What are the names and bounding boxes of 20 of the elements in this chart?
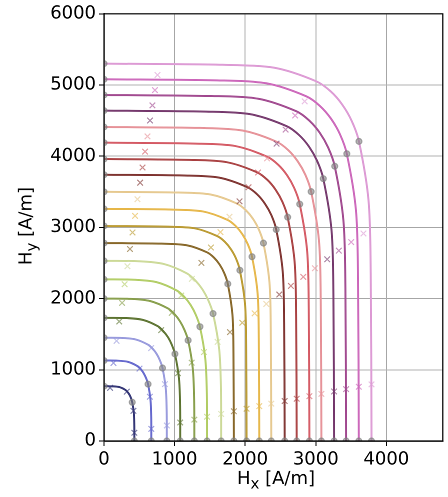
y-tick-label: 5000 xyxy=(50,74,96,95)
point xyxy=(123,388,130,396)
point xyxy=(130,407,137,414)
point xyxy=(174,370,182,377)
x-axis-title: H$_{x}$ [A/m] xyxy=(236,468,316,493)
point xyxy=(161,380,168,388)
point xyxy=(146,393,154,400)
point xyxy=(136,365,143,372)
x-tick-label: 2000 xyxy=(222,448,268,470)
x-tick-label: 0 xyxy=(98,448,110,470)
y-tick-label: 1000 xyxy=(50,358,96,380)
x-tick-label: 1000 xyxy=(152,448,198,470)
y-tick-label: 3000 xyxy=(50,216,96,238)
y-tick-label: 6000 xyxy=(50,2,96,24)
x-tick-label: 3000 xyxy=(292,448,339,470)
y-tick-label: 2000 xyxy=(50,287,96,308)
y-tick-label: 0 xyxy=(84,430,96,451)
y-tick-label: 4000 xyxy=(50,144,96,166)
x-tick-label: 4000 xyxy=(363,448,410,470)
point xyxy=(318,390,325,398)
